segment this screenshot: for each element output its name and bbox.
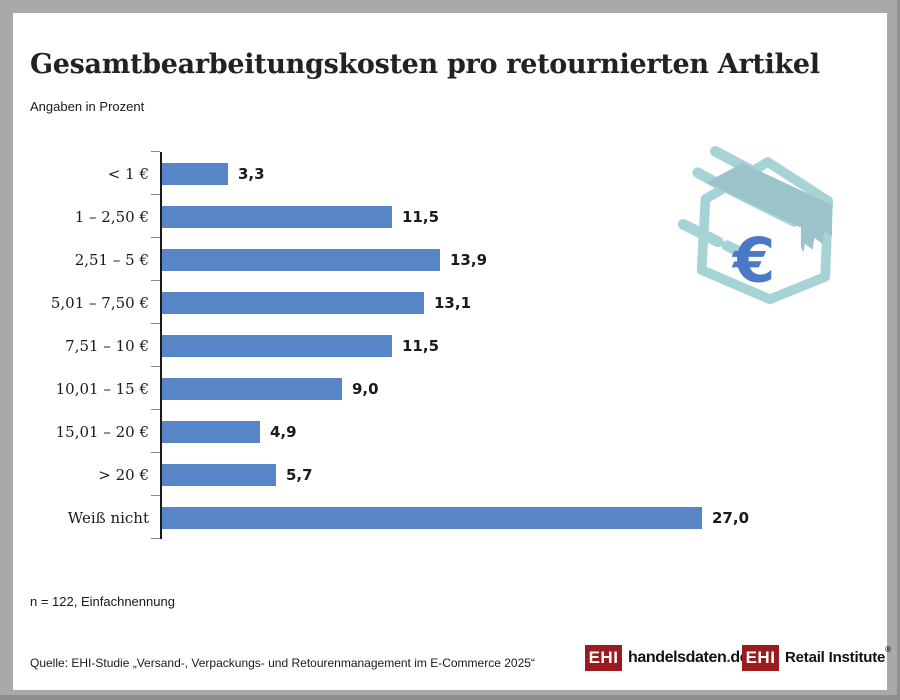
category-label: 1 – 2,50 € — [74, 207, 149, 226]
bar — [162, 420, 260, 443]
bar-row: 7,51 – 10 € 11,5 — [13, 323, 887, 367]
value-label: 4,9 — [270, 422, 297, 441]
bar-row: < 1 € 3,3 — [13, 151, 887, 195]
category-label: 5,01 – 7,50 € — [50, 293, 149, 312]
bar — [162, 506, 702, 529]
flying-parcel-euro-icon: € — [653, 127, 868, 307]
category-label: < 1 € — [107, 164, 149, 183]
value-label: 11,5 — [402, 336, 440, 355]
parcel-tape-band — [706, 163, 834, 228]
bar — [162, 162, 228, 185]
category-label: 10,01 – 15 € — [55, 379, 149, 398]
bar-track: 5,7 — [160, 453, 887, 496]
registered-mark: ® — [885, 645, 891, 654]
value-label: 13,9 — [450, 250, 488, 269]
bar-track: 11,5 — [160, 195, 887, 238]
bar-track: 9,0 — [160, 367, 887, 410]
category-label: Weiß nicht — [67, 508, 149, 527]
bar-track: 11,5 — [160, 324, 887, 367]
infographic-canvas: Gesamtbearbeitungskosten pro retourniert… — [13, 13, 891, 690]
bar-row: 1 – 2,50 € 11,5 — [13, 194, 887, 238]
category-label: 15,01 – 20 € — [55, 422, 149, 441]
bar-track: 13,9 — [160, 238, 887, 281]
logo-handelsdaten: EHI handelsdaten.de — [585, 644, 749, 671]
category-label: 2,51 – 5 € — [74, 250, 149, 269]
logo-handelsdaten-dot: . — [726, 648, 731, 666]
bar-chart-rows: < 1 € 3,3 1 – 2,50 € 11,5 2,51 – 5 € 13,… — [13, 151, 887, 539]
bar-row: 10,01 – 15 € 9,0 — [13, 366, 887, 410]
bar-track: 13,1 — [160, 281, 887, 324]
logo-handelsdaten-name: handelsdaten — [628, 648, 727, 666]
euro-symbol: € — [731, 226, 776, 297]
bar — [162, 334, 392, 357]
bar — [162, 377, 342, 400]
logo-retail-institute: EHI Retail Institute® — [742, 644, 891, 671]
logo-retail-institute-name: Retail Institute — [785, 649, 886, 666]
logo-retail-institute-text: Retail Institute® — [785, 645, 891, 666]
value-label: 27,0 — [712, 508, 750, 527]
bar-row: 5,01 – 7,50 € 13,1 — [13, 280, 887, 324]
flying-parcel-euro-svg: € — [677, 145, 834, 305]
bar — [162, 205, 392, 228]
ehi-badge: EHI — [742, 644, 779, 671]
value-label: 13,1 — [434, 293, 472, 312]
parcel-tape-end — [800, 205, 833, 253]
ehi-badge: EHI — [585, 644, 622, 671]
value-label: 3,3 — [238, 164, 265, 183]
bar — [162, 291, 424, 314]
value-label: 9,0 — [352, 379, 379, 398]
value-label: 11,5 — [402, 207, 440, 226]
bar-chart: < 1 € 3,3 1 – 2,50 € 11,5 2,51 – 5 € 13,… — [13, 151, 887, 539]
bar-row: 2,51 – 5 € 13,9 — [13, 237, 887, 281]
bar-track: 3,3 — [160, 152, 887, 195]
category-label: > 20 € — [98, 465, 149, 484]
bar-row: > 20 € 5,7 — [13, 452, 887, 496]
bar — [162, 248, 440, 271]
bar-row: 15,01 – 20 € 4,9 — [13, 409, 887, 453]
bar-track: 27,0 — [160, 496, 887, 539]
bar-row: Weiß nicht 27,0 — [13, 495, 887, 539]
chart-subtitle: Angaben in Prozent — [30, 99, 145, 114]
bar — [162, 463, 276, 486]
value-label: 5,7 — [286, 465, 313, 484]
source-note: Quelle: EHI-Studie „Versand-, Verpackung… — [30, 656, 535, 670]
category-label: 7,51 – 10 € — [65, 336, 149, 355]
logo-handelsdaten-text: handelsdaten.de — [628, 648, 749, 667]
page-title: Gesamtbearbeitungskosten pro retourniert… — [30, 49, 820, 80]
sample-note: n = 122, Einfachnennung — [30, 594, 175, 609]
bar-track: 4,9 — [160, 410, 887, 453]
